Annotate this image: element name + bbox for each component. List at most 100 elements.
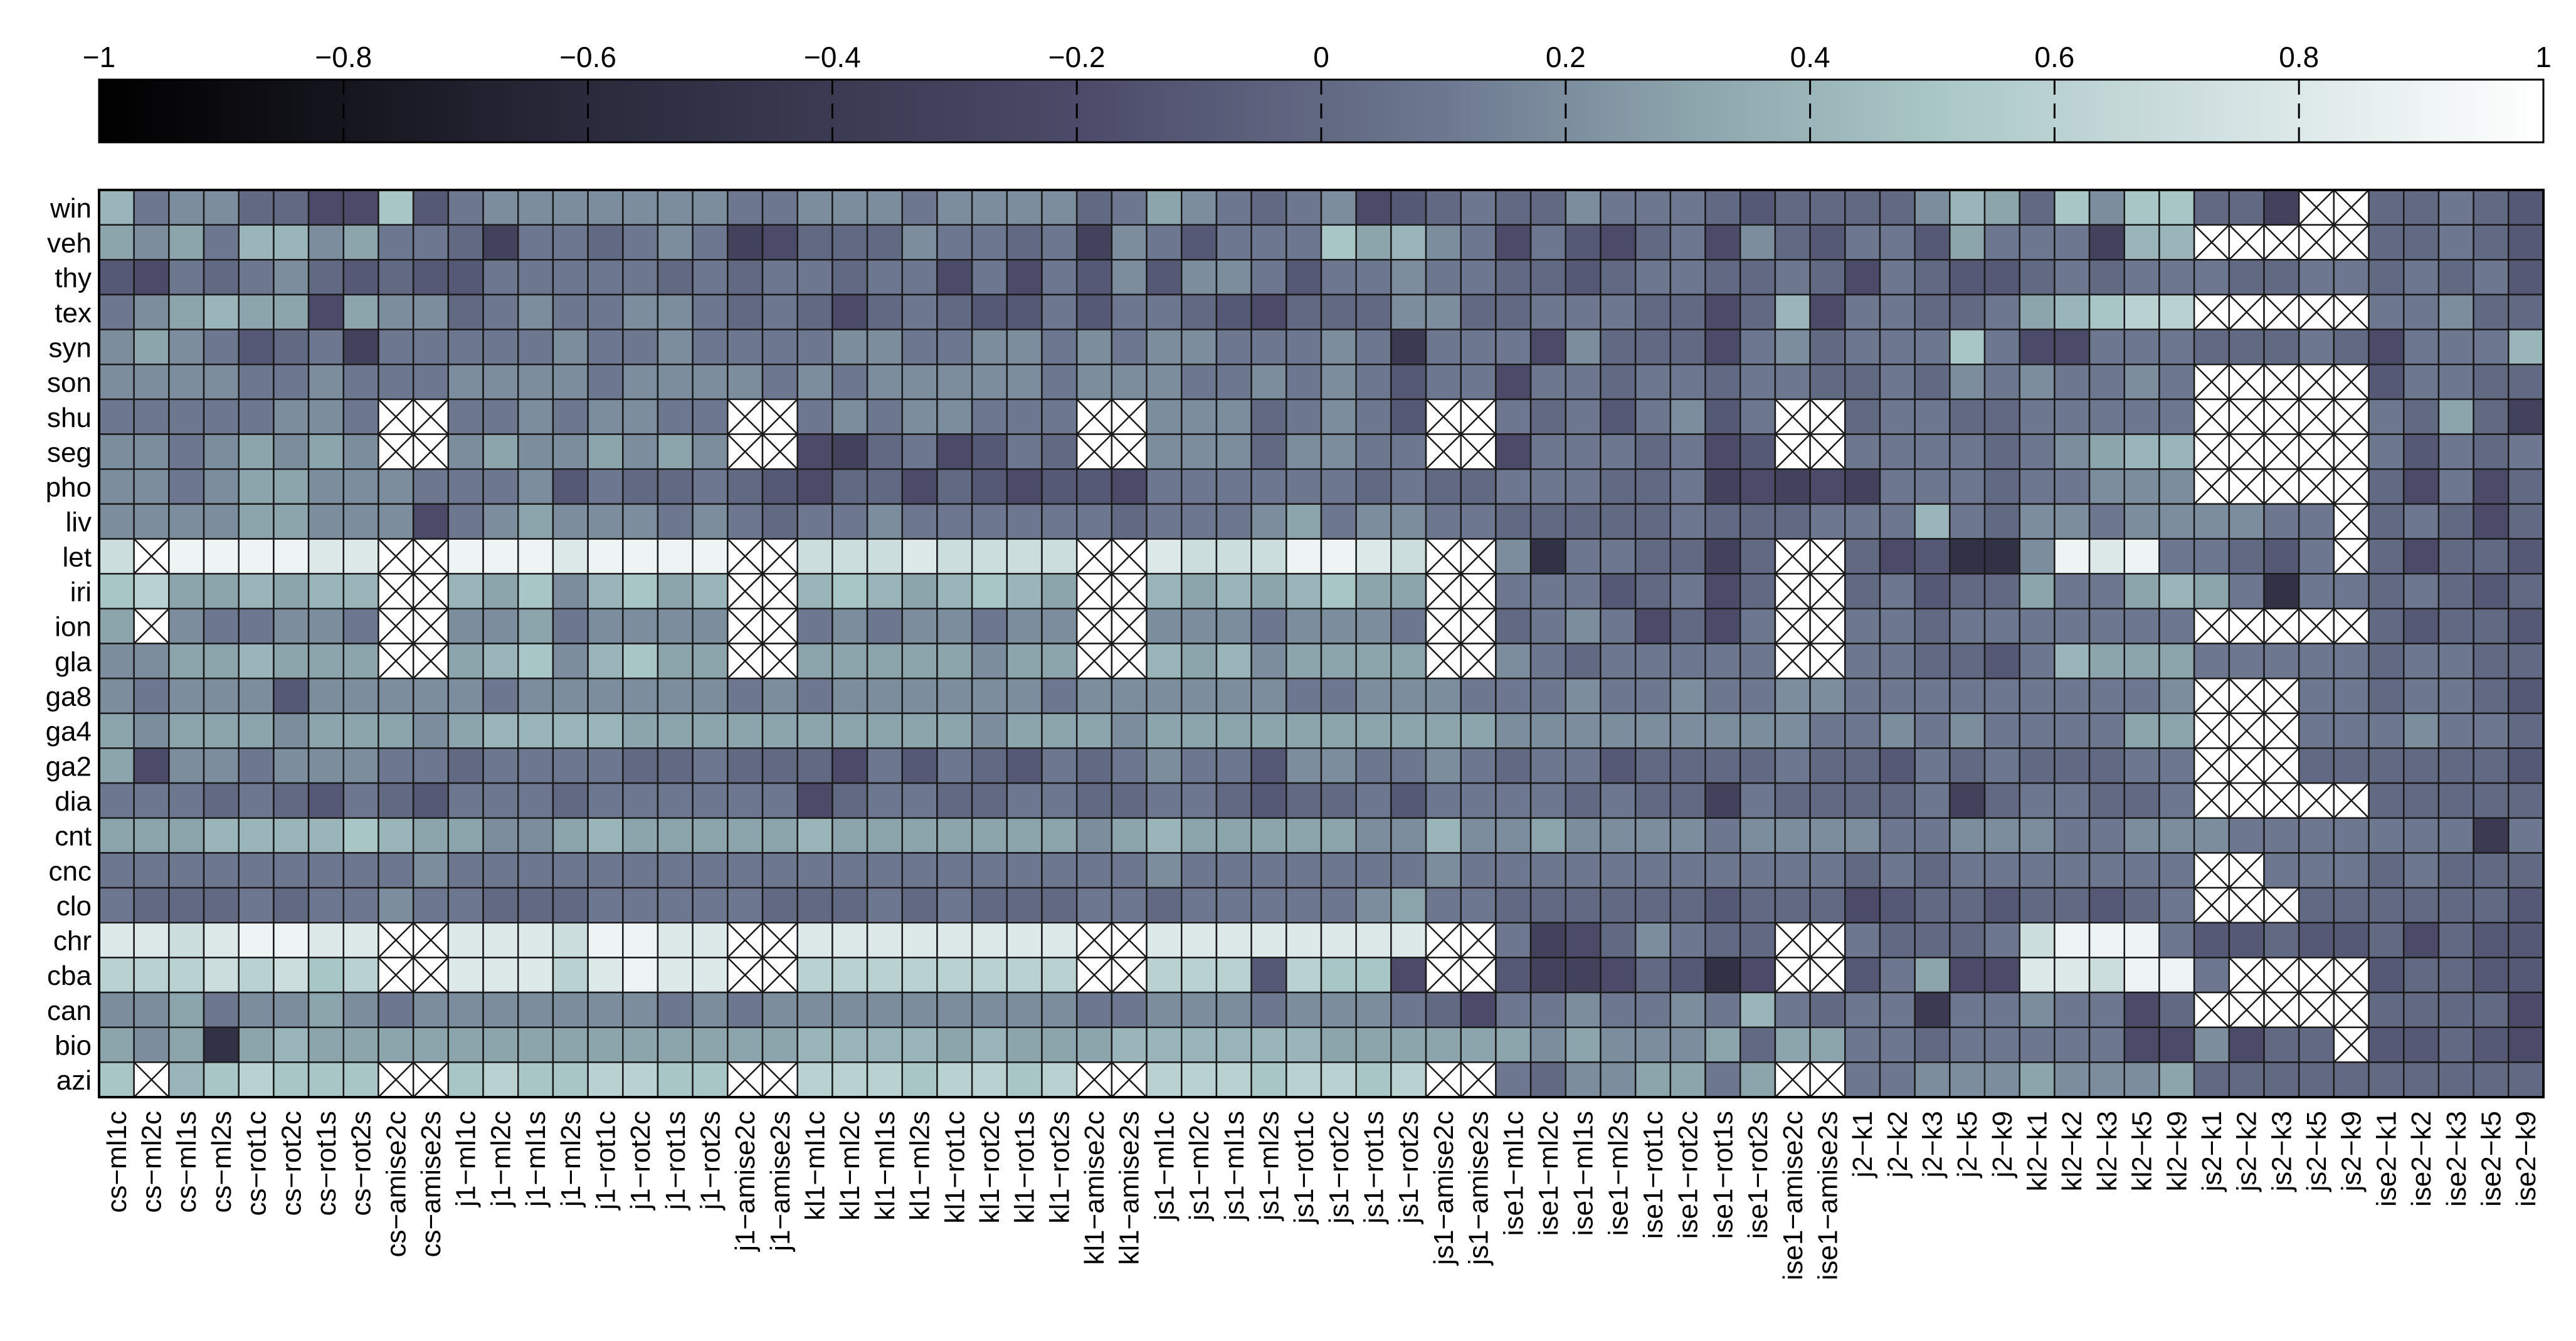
heatmap-cell [2437,852,2474,889]
heatmap-cell [2403,677,2440,715]
column-label: js2−k5 [2301,1111,2332,1192]
heatmap-cell [447,189,484,226]
heatmap-cell [1041,782,1078,819]
missing-cell-cross [1775,538,1811,575]
heatmap-cell [1390,1026,1427,1063]
heatmap-cell [342,364,379,401]
missing-cell-cross [377,922,414,959]
heatmap-cell [203,364,240,401]
heatmap-cell [552,572,589,610]
heatmap-cell [1111,293,1148,330]
heatmap-cell [1355,293,1392,330]
heatmap-cell [971,468,1008,505]
heatmap-cell [1006,677,1043,715]
heatmap-cell [2123,433,2160,470]
heatmap-cell [657,433,694,470]
heatmap-cell [2123,607,2160,644]
missing-cell-cross [1111,607,1148,644]
heatmap-cell [831,468,868,505]
missing-cell-cross [1460,573,1497,609]
heatmap-cell [2508,607,2545,644]
heatmap-cell [1111,991,1148,1028]
heatmap-cell [866,677,904,715]
missing-cell-cross [1775,1061,1811,1098]
heatmap-cell [2368,643,2405,680]
heatmap-cell [133,503,170,540]
heatmap-cell [168,607,205,644]
heatmap-cell [2298,747,2335,784]
row-label: cba [47,960,92,991]
heatmap-cell [2054,572,2091,610]
heatmap-cell [796,922,833,959]
heatmap-cell [2123,572,2160,610]
heatmap-cell [1181,782,1218,819]
heatmap-cell [2333,677,2370,715]
heatmap-cell [1250,259,1287,296]
heatmap-cell [1565,433,1602,470]
heatmap-cell [203,398,240,435]
heatmap-cell [2019,607,2056,644]
heatmap-cell [1529,991,1567,1028]
colorbar-tick-label: −0.2 [1048,41,1106,73]
heatmap-cell [273,957,310,994]
heatmap-cell [2228,817,2265,854]
heatmap-cell [2368,922,2405,959]
heatmap-cell [761,817,798,854]
heatmap-cell [1600,1061,1637,1098]
heatmap-cell [1146,259,1183,296]
heatmap-cell [2158,886,2195,923]
heatmap-cell [1879,259,1916,296]
heatmap-cell [1285,677,1322,715]
heatmap-cell [1181,293,1218,330]
heatmap-cell [1355,468,1392,505]
heatmap-cell [1111,329,1148,365]
heatmap-cell [2228,189,2265,226]
heatmap-cell [2193,1061,2230,1098]
heatmap-cell [936,922,973,959]
heatmap-cell [2298,922,2335,959]
heatmap-cell [203,293,240,330]
heatmap-cell [831,922,868,959]
heatmap-cell [2437,538,2474,575]
heatmap-cell [1146,922,1183,959]
heatmap-cell [1041,817,1078,854]
heatmap-cell [2019,852,2056,889]
heatmap-cell [2158,991,2195,1028]
heatmap-cell [1460,712,1497,749]
column-label: ise2−k1 [2371,1111,2402,1207]
missing-cell-cross [762,538,798,575]
missing-cell-cross [377,573,414,609]
missing-cell-cross [2193,852,2230,888]
heatmap-cell [2403,957,2440,994]
heatmap-cell [273,991,310,1028]
heatmap-cell [168,991,205,1028]
heatmap-cell [901,643,938,680]
heatmap-cell [482,712,519,749]
heatmap-cell [971,957,1008,994]
heatmap-cell [1355,712,1392,749]
heatmap-cell [2333,817,2370,854]
heatmap-cell [1634,259,1672,296]
heatmap-cell [1565,782,1602,819]
heatmap-cell [761,991,798,1028]
heatmap-cell [98,329,135,365]
heatmap-cell [273,259,310,296]
heatmap-cell [2088,1026,2126,1063]
heatmap-cell [1285,329,1322,365]
heatmap-cell [1495,538,1532,575]
heatmap-cell [1529,747,1567,784]
heatmap-cell [342,1061,379,1098]
heatmap-cell [2368,503,2405,540]
heatmap-cell [1844,747,1881,784]
heatmap-cell [2158,329,2195,365]
heatmap-cell [1320,224,1357,261]
heatmap-cell [1739,364,1776,401]
missing-cell-cross [1076,538,1112,575]
heatmap-cell [1739,1026,1776,1063]
heatmap-cell [936,468,973,505]
heatmap-cell [692,886,729,923]
heatmap-cell [1983,259,2020,296]
heatmap-cell [447,886,484,923]
heatmap-cell [552,538,589,575]
heatmap-cell [1355,538,1392,575]
